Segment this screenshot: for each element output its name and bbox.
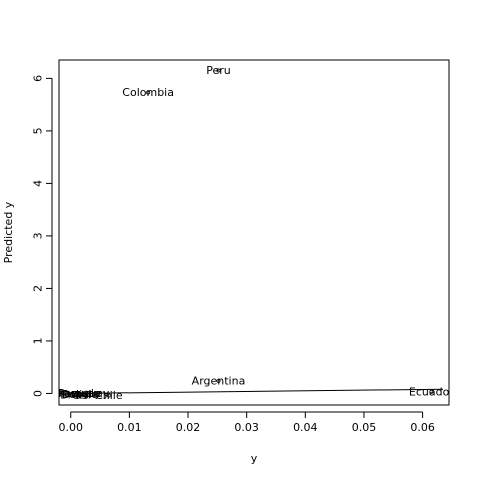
point-label: Colombia: [122, 86, 174, 99]
x-tick-label: 0.03: [234, 421, 259, 434]
y-tick-label: 5: [32, 127, 45, 134]
y-axis-title: Predicted y: [2, 201, 15, 263]
y-tick-label: 2: [32, 285, 45, 292]
axes: 0.00 0.01 0.02 0.03 0.04 0.05 0.06 0 1 2 3 4 5 6: [32, 59, 450, 434]
y-tick-label: 4: [32, 180, 45, 187]
x-tick-label: 0.01: [117, 421, 142, 434]
point-label: Chile: [95, 389, 123, 402]
data-point: [70, 391, 75, 396]
data-point: [216, 68, 221, 73]
y-tick-label: 1: [32, 337, 45, 344]
data-point: [146, 90, 151, 95]
point-label: Paraguay: [58, 387, 110, 400]
x-tick-label: 0.04: [293, 421, 318, 434]
plot-frame: [58, 59, 450, 406]
x-tick-label: 0.06: [410, 421, 435, 434]
y-tick-label: 0: [32, 390, 45, 397]
data-point: [429, 389, 434, 394]
point-label: Argentina: [192, 374, 246, 387]
x-tick-label: 0.02: [176, 421, 201, 434]
x-tick-label: 0.05: [352, 421, 377, 434]
data-point: [81, 391, 86, 396]
point-label: Uruguay: [54, 387, 101, 400]
data-point: [106, 393, 111, 398]
data-point: [78, 392, 83, 397]
x-axis-title: y: [251, 452, 258, 465]
point-label: Bolivia: [62, 388, 99, 401]
plot-marks: Peru Colombia Argentina Ecuador VenezuelaUru…: [44, 64, 454, 402]
point-label: Peru: [206, 64, 231, 77]
data-point: [216, 378, 221, 383]
y-tick-label: 3: [32, 232, 45, 239]
point-label: Ecuador: [409, 385, 454, 398]
x-tick-label: 0.00: [58, 421, 83, 434]
data-point: [73, 393, 78, 398]
y-tick-label: 6: [32, 75, 45, 82]
fit-line: [70, 388, 444, 394]
point-label: Venezuela: [44, 387, 101, 400]
point-label: Brazil: [60, 389, 91, 402]
